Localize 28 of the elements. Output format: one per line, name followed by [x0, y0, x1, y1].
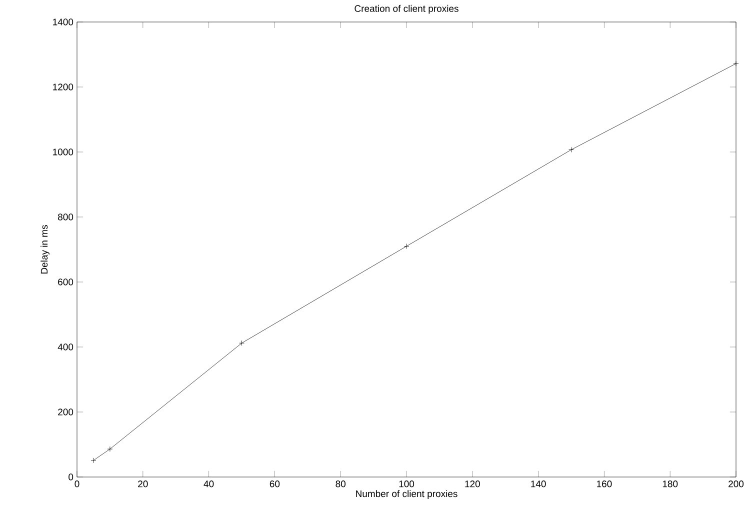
y-tick-label: 1200: [53, 84, 74, 90]
y-tick-label: 1000: [53, 148, 74, 156]
x-axis-title: Number of client proxies: [356, 490, 458, 499]
x-tick-label: 20: [138, 480, 148, 488]
point: [733, 60, 739, 66]
x-tick-label: 160: [597, 480, 612, 488]
y-tick-label: 200: [58, 408, 74, 416]
x-tick-label: 180: [662, 480, 678, 488]
point: [90, 458, 96, 464]
point: [568, 147, 574, 152]
x-tick-label: 80: [336, 480, 346, 488]
x-tick-label: 200: [728, 480, 744, 488]
point: [404, 244, 410, 249]
point: [107, 446, 113, 452]
y-axis-title: Delay in ms: [40, 225, 50, 274]
y-tick-label: 1400: [53, 18, 74, 26]
x-tick-label: 60: [270, 480, 280, 488]
y-tick-label: 800: [58, 214, 74, 220]
x-tick-label: 100: [399, 480, 414, 488]
y-tick-label: 400: [58, 344, 74, 350]
y-tick-label: 600: [58, 278, 74, 286]
x-tick-label: 0: [74, 480, 80, 488]
x-tick-label: 140: [531, 480, 546, 488]
point: [239, 340, 244, 346]
x-tick-label: 120: [465, 480, 480, 488]
chart-title: Creation of client proxies: [354, 4, 458, 14]
y-tick-label: 0: [68, 474, 74, 480]
x-tick-label: 40: [204, 480, 214, 488]
